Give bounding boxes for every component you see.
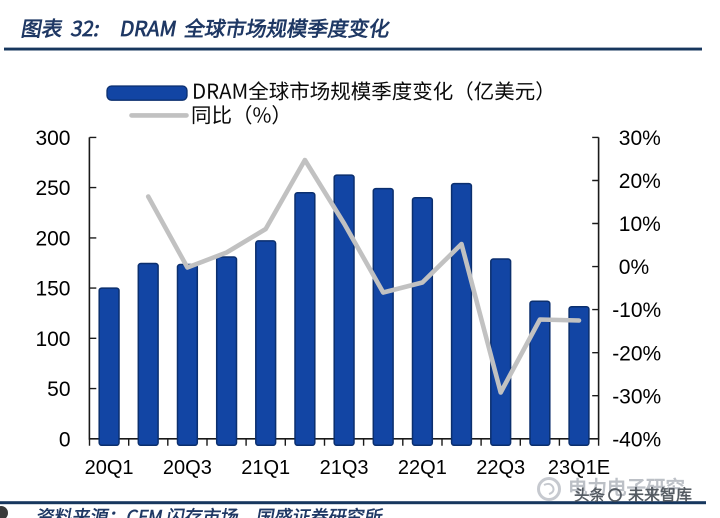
svg-text:-20%: -20%	[612, 342, 661, 365]
svg-text:20Q1: 20Q1	[85, 457, 134, 479]
svg-text:200: 200	[35, 228, 70, 251]
svg-text:100: 100	[35, 328, 70, 351]
svg-text:0: 0	[59, 428, 71, 451]
svg-text:-40%: -40%	[612, 428, 661, 451]
svg-text:22Q1: 22Q1	[398, 457, 447, 479]
svg-text:20%: 20%	[619, 170, 661, 193]
svg-text:150: 150	[35, 278, 70, 301]
svg-text:22Q3: 22Q3	[476, 457, 525, 479]
svg-text:50: 50	[47, 378, 70, 401]
svg-text:21Q3: 21Q3	[320, 457, 369, 479]
svg-text:20Q3: 20Q3	[163, 457, 212, 479]
svg-text:30%: 30%	[619, 127, 661, 150]
svg-text:23Q1E: 23Q1E	[548, 457, 610, 479]
svg-text:10%: 10%	[619, 213, 661, 236]
svg-text:250: 250	[35, 177, 70, 200]
svg-text:21Q1: 21Q1	[241, 457, 290, 479]
svg-text:-10%: -10%	[612, 299, 661, 322]
svg-text:300: 300	[35, 127, 70, 150]
svg-text:0%: 0%	[619, 256, 649, 279]
svg-text:-30%: -30%	[612, 385, 661, 408]
